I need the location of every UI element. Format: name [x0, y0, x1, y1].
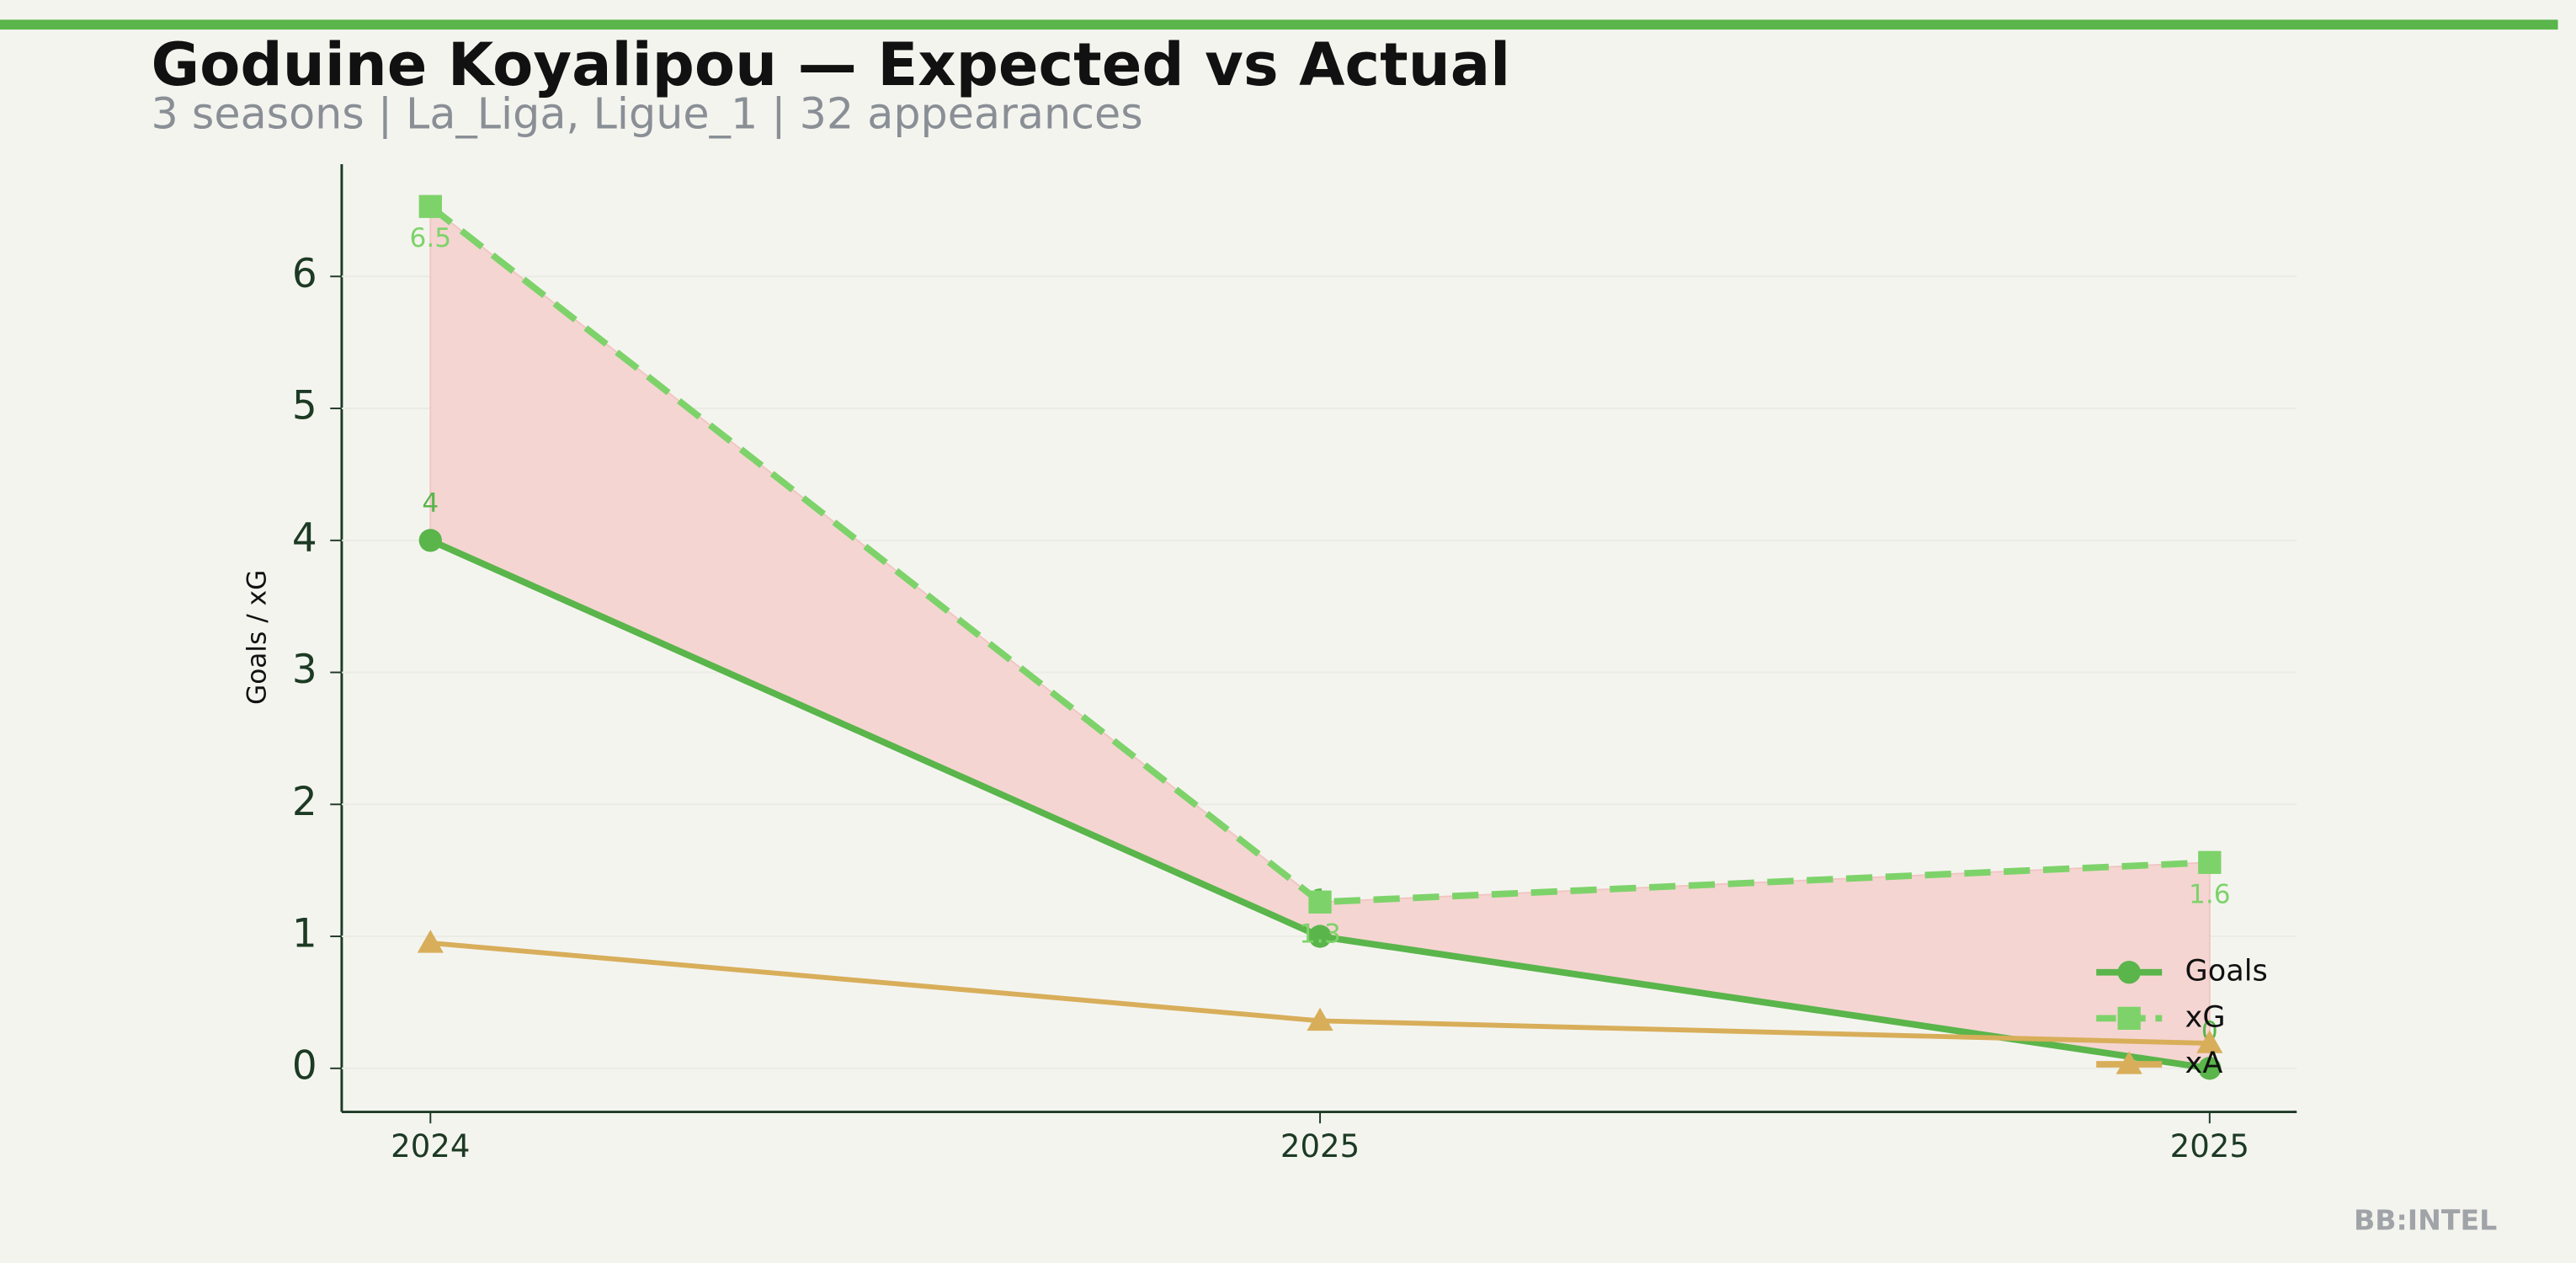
x-tick-label: 2025 [1280, 1128, 1360, 1164]
x-tick-label: 2025 [2170, 1128, 2249, 1164]
legend-marker [2117, 1006, 2141, 1031]
legend-label: xA [2185, 1046, 2223, 1080]
chart-title: Goduine Koyalipou — Expected vs Actual [152, 30, 1511, 99]
point [418, 195, 442, 218]
y-tick-label: 5 [292, 384, 317, 429]
data-label: 6.5 [409, 223, 451, 253]
chart-subtitle: 3 seasons | La_Liga, Ligue_1 | 32 appear… [152, 88, 1143, 139]
y-axis-label: Goals / xG [242, 570, 272, 705]
footer: BB:INTEL [2354, 1204, 2497, 1237]
point [2198, 1057, 2222, 1080]
data-label: 1.3 [1299, 919, 1341, 949]
point [2198, 850, 2222, 874]
y-tick-label: 0 [292, 1043, 317, 1089]
point [1307, 1007, 1333, 1031]
legend-label: Goals [2185, 954, 2268, 989]
data-label: 4 [422, 488, 439, 519]
point [1308, 925, 1332, 948]
y-tick-label: 4 [292, 515, 317, 561]
x-tick-label: 2024 [391, 1128, 470, 1164]
legend-marker [2116, 1051, 2142, 1074]
point [417, 930, 444, 953]
legend-label: xG [2185, 999, 2226, 1034]
y-tick-label: 3 [292, 647, 317, 693]
point [2196, 1030, 2223, 1053]
y-tick-label: 6 [292, 252, 317, 297]
point [418, 529, 442, 552]
y-tick-label: 1 [292, 912, 317, 957]
top-bar [0, 19, 2558, 30]
y-tick-label: 2 [292, 780, 317, 825]
point [1308, 890, 1332, 914]
data-label: 1.6 [2189, 879, 2231, 909]
legend-marker [2117, 961, 2141, 984]
